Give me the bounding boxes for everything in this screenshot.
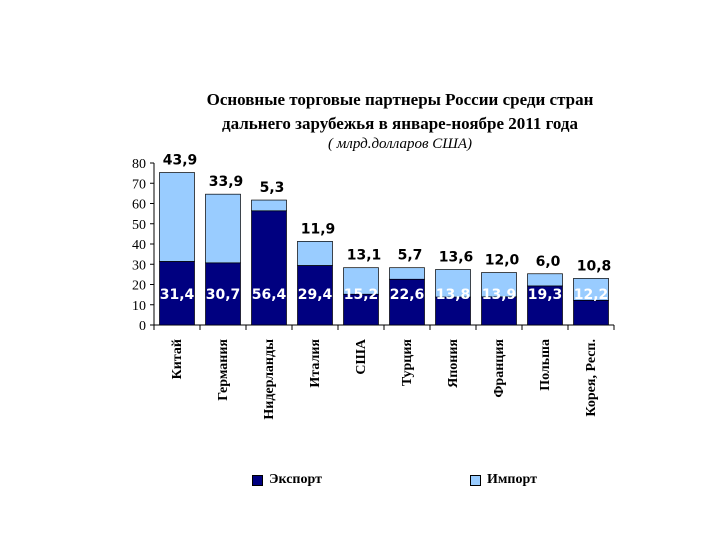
bar-export-label: 31,4 — [160, 287, 195, 303]
x-category-label: Германия — [216, 339, 231, 401]
x-category-label: Италия — [308, 339, 323, 388]
bar-export — [343, 293, 379, 326]
chart-subtitle: ( млрд.долларов США) — [327, 136, 473, 152]
y-tick-label: 40 — [132, 238, 146, 253]
legend-export-swatch — [252, 474, 263, 486]
bar-export — [527, 285, 563, 326]
bar-export-label: 12,2 — [574, 287, 609, 303]
x-category-label: Китай — [170, 339, 185, 379]
bar-export-label: 19,3 — [528, 287, 563, 303]
bar-export — [481, 296, 517, 326]
bar-import-label: 43,9 — [163, 153, 198, 169]
bar-import-label: 5,7 — [398, 248, 423, 264]
bar-import-label: 13,1 — [347, 248, 382, 264]
bar-export-label: 13,8 — [436, 287, 471, 303]
bar-export — [251, 210, 287, 326]
legend-import-swatch — [470, 474, 481, 486]
x-category-label: Польша — [538, 339, 553, 391]
bar-import-label: 13,6 — [439, 250, 474, 266]
x-category-label: Нидерланды — [262, 339, 277, 420]
chart-title: Основные торговые партнеры России среди … — [140, 88, 660, 136]
x-category-label: Корея, Респ. — [584, 339, 599, 417]
legend-export-label: Экспорт — [269, 472, 322, 487]
bar-export — [389, 278, 425, 326]
bar-import — [389, 267, 425, 280]
bar-export — [159, 261, 195, 326]
y-tick-label: 50 — [132, 218, 146, 233]
chart-title-line1: Основные торговые партнеры России среди … — [206, 90, 594, 109]
bar-export — [435, 296, 471, 326]
y-tick-label: 30 — [132, 258, 146, 273]
bar-import — [205, 193, 241, 264]
bar-import — [573, 278, 609, 301]
bar-import — [159, 172, 195, 262]
x-category-label: Турция — [400, 339, 415, 387]
bar-import-label: 11,9 — [301, 221, 336, 237]
bar-import — [343, 267, 379, 295]
bar-import-label: 5,3 — [260, 180, 285, 196]
bar-export-label: 30,7 — [206, 287, 241, 303]
bar-export — [297, 265, 333, 326]
chart-title-line2: дальнего зарубежья в январе-ноябре 2011 … — [222, 114, 578, 133]
x-category-label: Япония — [446, 339, 461, 388]
bar-import-label: 33,9 — [209, 174, 244, 190]
bar-export-label: 13,9 — [482, 287, 517, 303]
x-category-label: Франция — [492, 339, 507, 398]
y-tick-label: 70 — [132, 177, 146, 192]
bar-import-label: 12,0 — [485, 253, 520, 269]
y-tick-label: 80 — [132, 157, 146, 172]
legend-import-label: Импорт — [487, 472, 537, 487]
bar-export — [573, 299, 609, 326]
y-tick-label: 60 — [132, 198, 146, 213]
legend-import: Импорт — [470, 472, 537, 488]
bar-import — [251, 199, 287, 212]
y-tick-label: 0 — [139, 319, 146, 334]
legend-export: Экспорт — [252, 472, 322, 488]
x-category-label: США — [354, 338, 369, 374]
bar-import — [481, 272, 517, 298]
bar-export — [205, 262, 241, 326]
y-tick-label: 10 — [132, 299, 146, 314]
bar-export-label: 29,4 — [298, 287, 333, 303]
bar-import — [527, 273, 563, 287]
bar-export-label: 15,2 — [344, 287, 379, 303]
y-tick-label: 20 — [132, 279, 146, 294]
bar-import-label: 6,0 — [536, 254, 561, 270]
bar-export-label: 22,6 — [390, 287, 425, 303]
bar-import — [297, 241, 333, 266]
bar-import-label: 10,8 — [577, 258, 612, 274]
bar-export-label: 56,4 — [252, 287, 287, 303]
bar-import — [435, 269, 471, 298]
